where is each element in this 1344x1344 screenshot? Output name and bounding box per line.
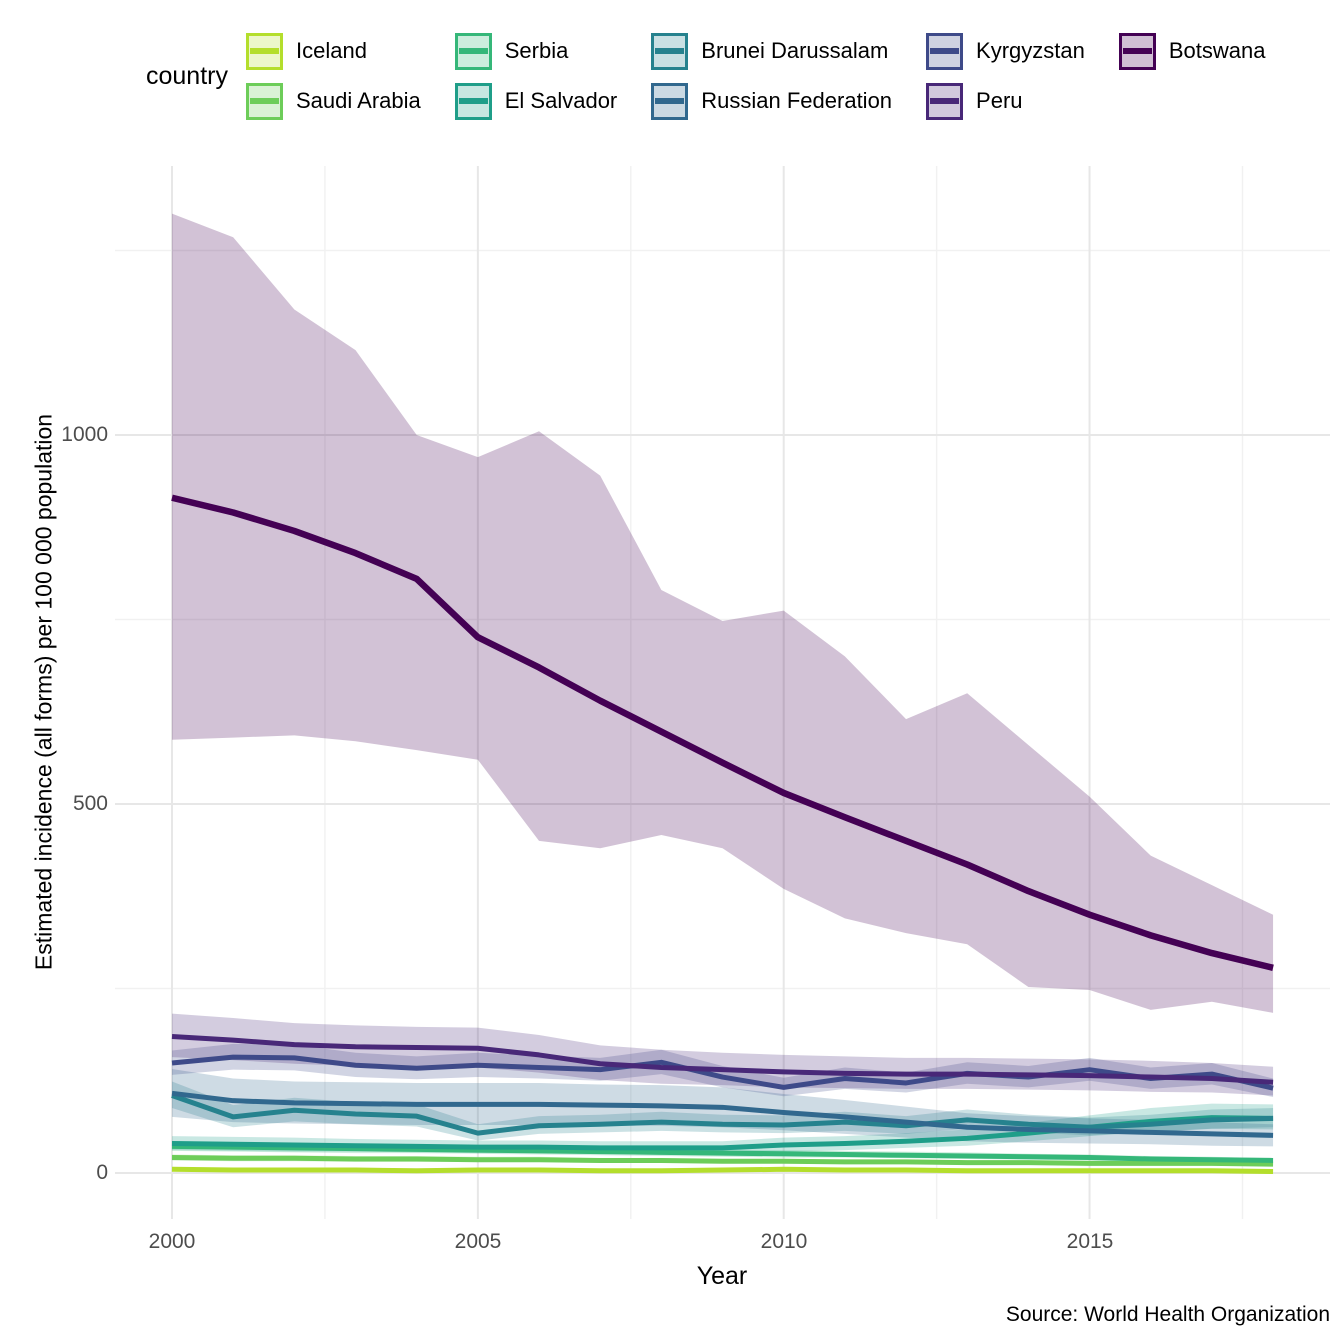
legend-label-serbia: Serbia <box>504 38 569 63</box>
legend-key-line <box>249 98 279 104</box>
legend-item-serbia: Serbia <box>454 26 618 76</box>
legend-label-kyrgyzstan: Kyrgyzstan <box>976 38 1085 63</box>
legend-key-line <box>458 98 488 104</box>
legend-key-botswana <box>1118 32 1156 70</box>
legend-items: Iceland Saudi Arabia Serbia El Salvador Brun… <box>245 26 1266 126</box>
legend-item-botswana: Botswana <box>1118 26 1266 76</box>
y-tick-500: 500 <box>72 792 108 815</box>
legend-item-saudi-arabia: Saudi Arabia <box>245 76 421 126</box>
legend-key-brunei-darussalam <box>651 32 689 70</box>
legend-key-line <box>655 98 685 104</box>
legend-item-peru: Peru <box>926 76 1085 126</box>
x-axis-title: Year <box>696 1262 748 1290</box>
legend-item-brunei-darussalam: Brunei Darussalam <box>651 26 892 76</box>
legend: country Iceland Saudi Arabia Serbia El Salv… <box>146 26 1266 126</box>
line-saudi-arabia <box>171 1155 1274 1167</box>
legend-label-botswana: Botswana <box>1168 38 1266 63</box>
legend-key-kyrgyzstan <box>926 32 964 70</box>
legend-label-el-salvador: El Salvador <box>504 88 618 113</box>
line-brunei-darussalam <box>171 1093 1274 1136</box>
legend-key-iceland <box>245 32 283 70</box>
line-serbia <box>171 1143 1274 1163</box>
legend-item-kyrgyzstan: Kyrgyzstan <box>926 26 1085 76</box>
legend-label-brunei-darussalam: Brunei Darussalam <box>701 38 889 63</box>
legend-key-el-salvador <box>454 82 492 120</box>
source-caption: Source: World Health Organization <box>1005 1303 1330 1326</box>
ribbon-botswana <box>172 213 1274 1013</box>
ribbon-el-salvador <box>172 1103 1274 1154</box>
legend-key-line <box>930 48 960 54</box>
line-kyrgyzstan <box>171 1054 1274 1091</box>
y-tick-0: 0 <box>96 1161 108 1184</box>
y-axis-title: Estimated incidence (all forms) per 100 … <box>30 413 57 971</box>
legend-key-line <box>1122 48 1152 54</box>
legend-item-russian-federation: Russian Federation <box>651 76 892 126</box>
x-tick-2010: 2010 <box>760 1230 808 1253</box>
legend-label-peru: Peru <box>976 88 1023 113</box>
legend-key-line <box>249 48 279 54</box>
legend-label-saudi-arabia: Saudi Arabia <box>295 88 421 113</box>
legend-key-saudi-arabia <box>245 82 283 120</box>
line-russian-federation <box>171 1090 1274 1138</box>
y-tick-1000: 1000 <box>61 423 108 446</box>
legend-key-serbia <box>454 32 492 70</box>
legend-key-line <box>655 48 685 54</box>
x-tick-2000: 2000 <box>148 1230 196 1253</box>
legend-key-peru <box>926 82 964 120</box>
legend-label-iceland: Iceland <box>295 38 367 63</box>
x-tick-2015: 2015 <box>1066 1230 1114 1253</box>
legend-item-el-salvador: El Salvador <box>454 76 618 126</box>
line-iceland <box>171 1166 1274 1175</box>
legend-label-russian-federation: Russian Federation <box>701 88 893 113</box>
legend-item-iceland: Iceland <box>245 26 421 76</box>
legend-key-russian-federation <box>651 82 689 120</box>
line-botswana <box>171 494 1274 971</box>
legend-key-line <box>458 48 488 54</box>
line-peru <box>171 1033 1274 1085</box>
legend-key-line <box>930 98 960 104</box>
x-tick-2005: 2005 <box>454 1230 502 1253</box>
legend-title: country <box>146 61 228 90</box>
